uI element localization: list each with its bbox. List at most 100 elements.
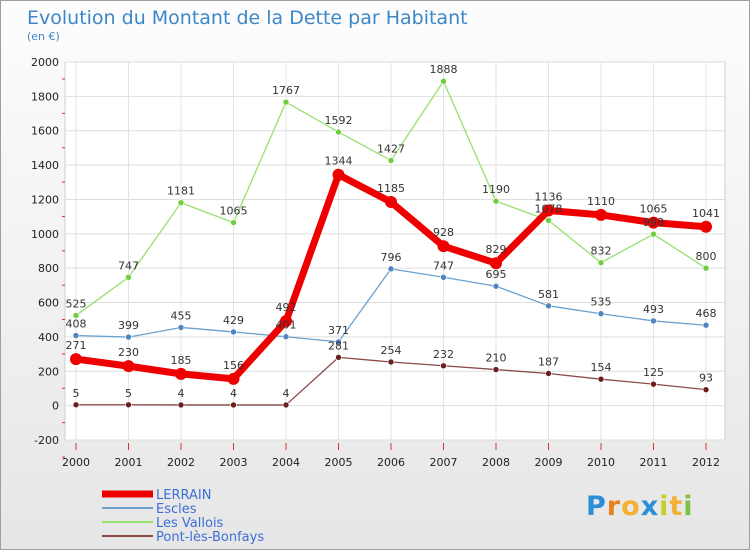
data-label: 232 <box>433 348 454 361</box>
x-tick-label: 2006 <box>377 456 405 469</box>
data-label: 695 <box>486 268 507 281</box>
logo-letter: P <box>586 491 607 522</box>
data-point <box>387 265 395 273</box>
data-point <box>702 321 710 329</box>
data-label: 1136 <box>535 190 563 203</box>
data-label: 1181 <box>167 185 195 198</box>
x-tick-label: 2001 <box>115 456 143 469</box>
chart-title: Evolution du Montant de la Dette par Hab… <box>27 7 468 29</box>
data-point <box>70 353 82 366</box>
x-tick-label: 2005 <box>325 456 353 469</box>
data-label: 829 <box>486 243 507 256</box>
data-label: 468 <box>696 307 717 320</box>
data-point <box>650 317 657 325</box>
x-tick-label: 2000 <box>62 456 90 469</box>
data-label: 4 <box>178 387 185 400</box>
data-label: 154 <box>591 361 612 374</box>
data-point <box>440 362 447 370</box>
data-point <box>72 401 80 409</box>
data-label: 5 <box>125 387 132 400</box>
x-tick-label: 2012 <box>692 456 720 469</box>
data-label: 832 <box>591 245 612 258</box>
data-label: 1065 <box>220 205 248 218</box>
data-label: 281 <box>328 339 349 352</box>
data-point <box>440 273 447 281</box>
data-label: 998 <box>643 216 664 229</box>
data-label: 125 <box>643 366 664 379</box>
data-point <box>595 208 607 221</box>
data-point <box>125 273 132 281</box>
x-tick-label: 2003 <box>220 456 248 469</box>
data-label: 535 <box>591 296 612 309</box>
data-point <box>387 157 395 164</box>
data-label: 1078 <box>535 202 563 215</box>
data-label: 1190 <box>482 183 510 196</box>
plot-area <box>64 61 726 441</box>
data-label: 581 <box>538 288 559 301</box>
data-label: 796 <box>381 251 402 264</box>
data-point <box>545 370 552 377</box>
y-tick-label: 400 <box>38 331 59 344</box>
chart-unit-label: (en €) <box>27 30 60 43</box>
grid <box>64 61 726 441</box>
data-label: 1767 <box>272 84 300 97</box>
data-label: 401 <box>276 319 297 332</box>
data-point <box>440 77 447 85</box>
data-point <box>332 168 345 181</box>
data-label: 4 <box>283 387 290 400</box>
y-tick-label: 600 <box>38 297 59 310</box>
data-label: 408 <box>66 318 87 331</box>
data-point <box>177 324 185 331</box>
x-tick-label: 2007 <box>430 456 458 469</box>
data-point <box>702 264 710 272</box>
data-label: 156 <box>223 359 244 372</box>
data-point <box>175 367 187 380</box>
data-point <box>542 204 555 217</box>
y-tick-label: 1200 <box>31 193 59 206</box>
y-tick-label: 1600 <box>31 125 59 138</box>
legend-label: Les Vallois <box>156 516 224 531</box>
data-label: 525 <box>66 297 87 310</box>
data-point <box>437 240 450 253</box>
data-label: 800 <box>696 250 717 263</box>
data-label: 493 <box>643 303 664 316</box>
data-point <box>492 197 500 205</box>
data-point <box>650 230 657 238</box>
data-point <box>177 199 185 207</box>
data-label: 747 <box>433 259 454 272</box>
data-point <box>230 401 237 409</box>
logo-letter: i <box>683 491 694 522</box>
x-tick-label: 2009 <box>535 456 563 469</box>
data-label: 1427 <box>377 142 405 155</box>
data-point <box>177 401 185 409</box>
data-point <box>647 216 660 229</box>
data-label: 1065 <box>640 203 668 216</box>
data-point <box>280 315 292 328</box>
data-label: 187 <box>538 356 559 369</box>
data-label: 185 <box>171 354 192 367</box>
data-point <box>597 375 605 383</box>
legend-label: LERRAIN <box>156 488 211 503</box>
x-tick-label: 2011 <box>640 456 668 469</box>
logo-letter: i <box>659 491 670 522</box>
data-point <box>335 354 342 361</box>
data-point <box>230 328 237 336</box>
data-label: 928 <box>433 226 454 239</box>
axes: 2000180016001400120010008006004002000-20… <box>31 56 720 469</box>
series-layer <box>70 77 712 409</box>
data-point <box>650 380 657 388</box>
logo-letter: o <box>621 491 641 522</box>
data-point <box>597 259 605 266</box>
data-label: 1110 <box>587 195 615 208</box>
data-label: 210 <box>486 352 507 365</box>
logo-letter: x <box>640 491 660 522</box>
data-label: 1592 <box>325 114 353 127</box>
data-label: 254 <box>381 344 402 357</box>
data-point <box>490 257 502 270</box>
y-tick-label: 1800 <box>31 90 59 103</box>
data-point <box>282 401 290 409</box>
data-point <box>72 332 80 339</box>
legend-label: Escles <box>156 502 197 517</box>
